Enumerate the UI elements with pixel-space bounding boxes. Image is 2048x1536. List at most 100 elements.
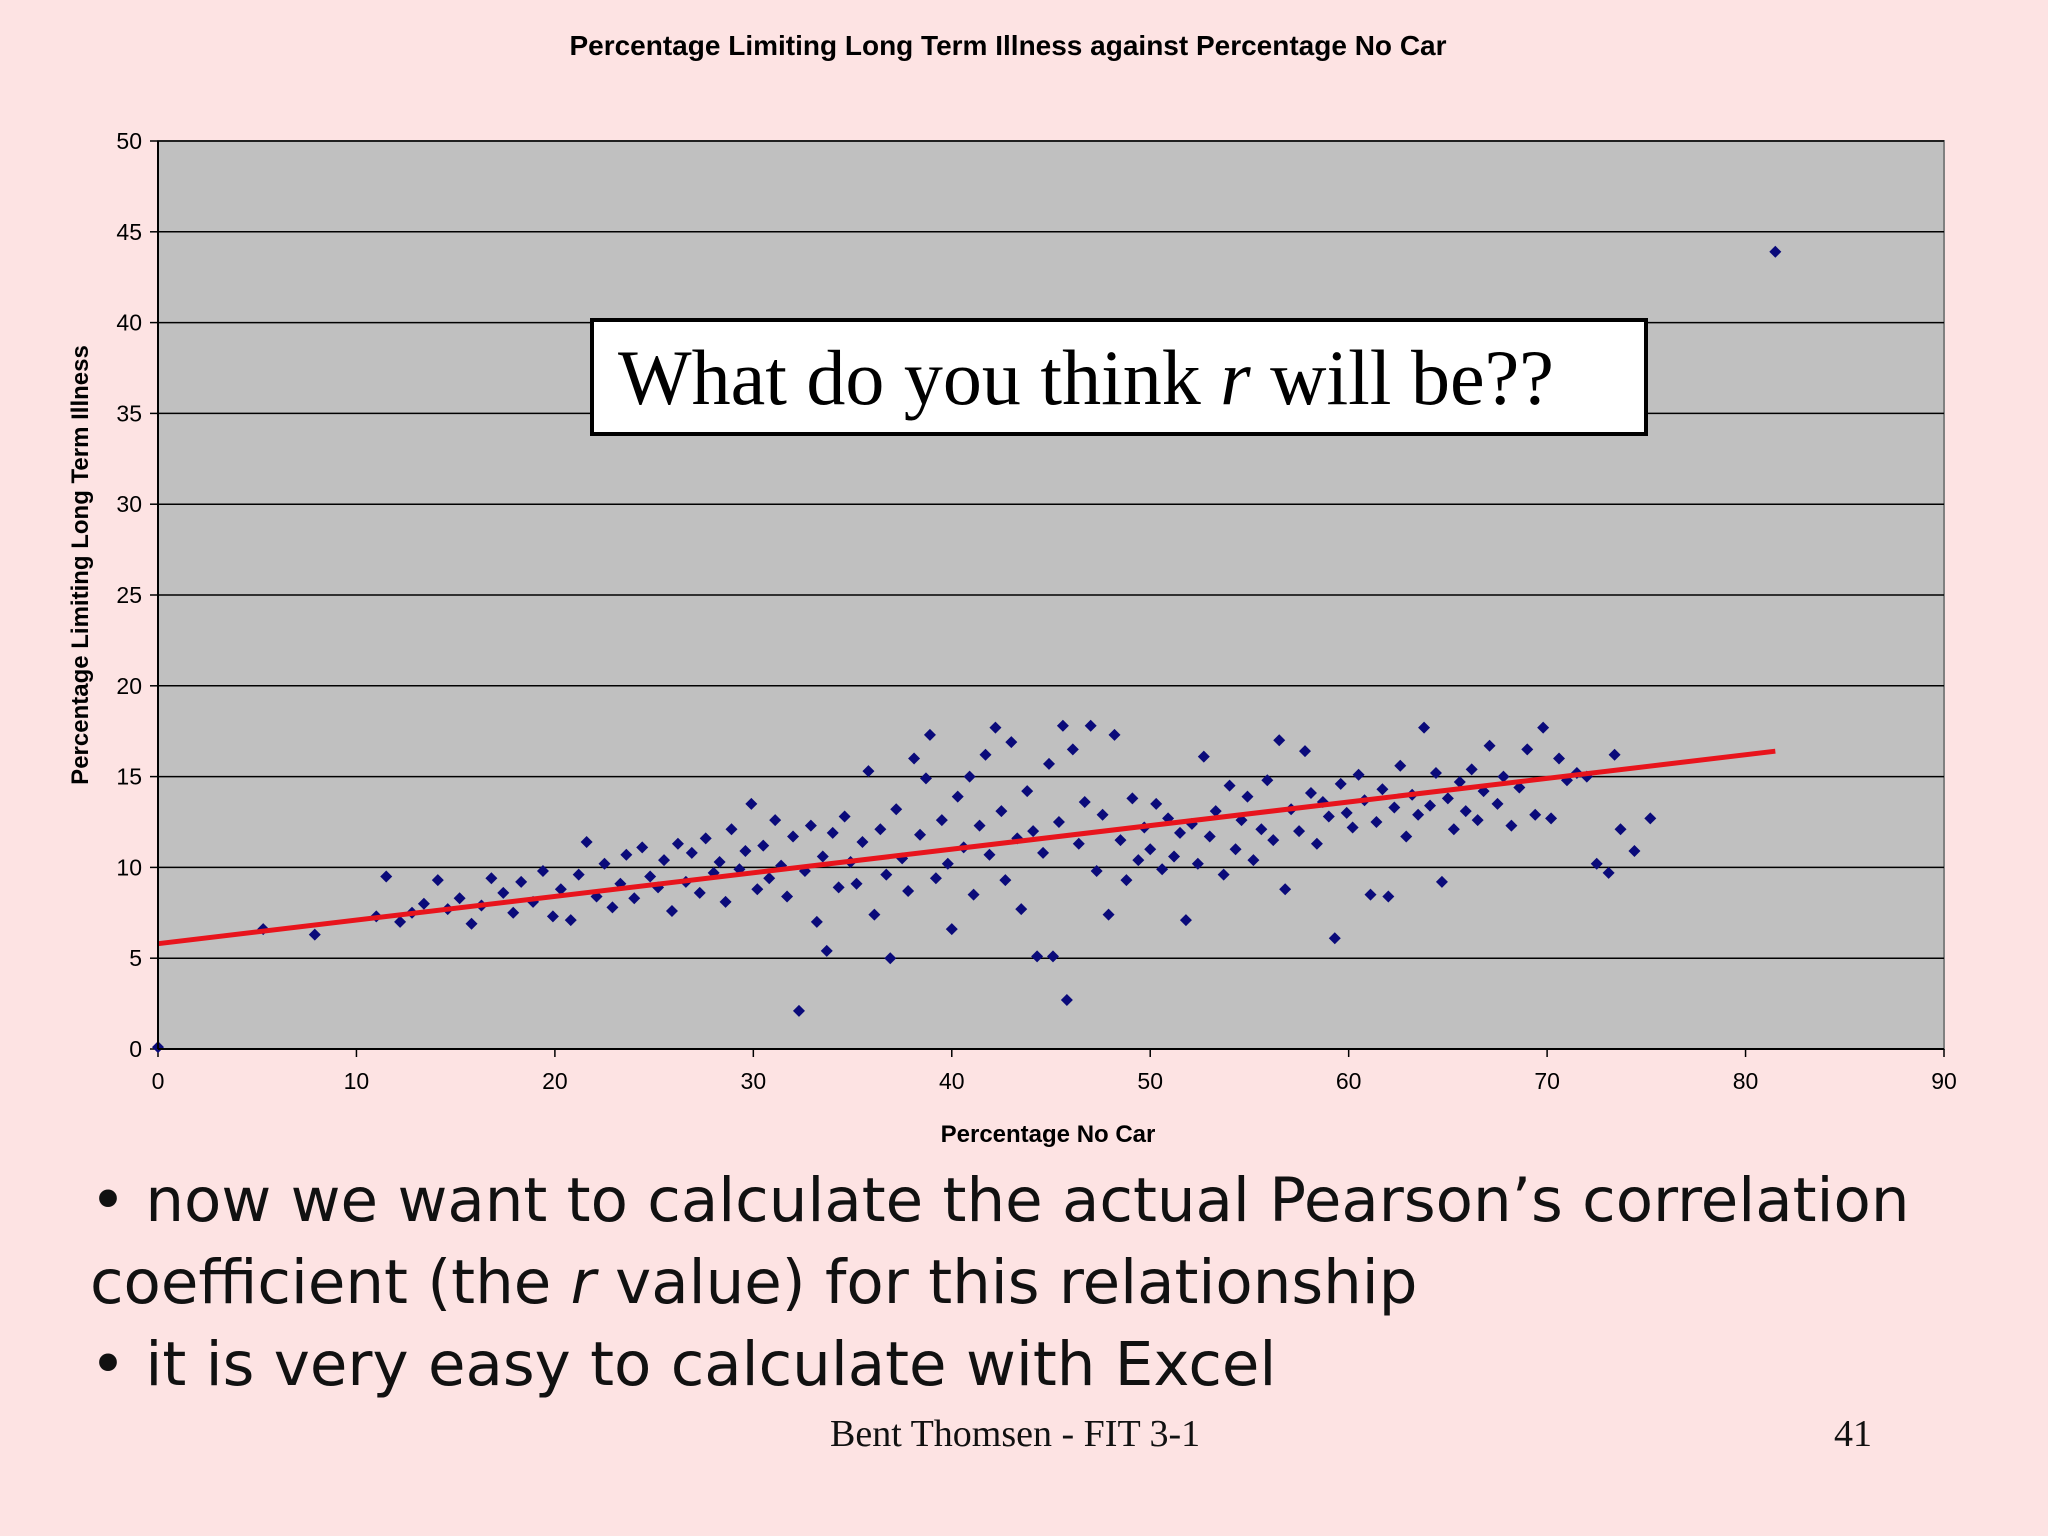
data-point <box>1217 868 1230 881</box>
data-point <box>1299 745 1312 758</box>
data-point <box>465 917 478 930</box>
y-tick-label: 15 <box>116 764 142 790</box>
data-point <box>1191 857 1204 870</box>
data-point <box>884 952 897 965</box>
y-tick-label: 20 <box>116 673 142 699</box>
x-tick-label: 20 <box>542 1068 568 1094</box>
data-point <box>658 854 671 867</box>
data-point <box>1441 792 1454 805</box>
x-tick-label: 40 <box>939 1068 965 1094</box>
data-point <box>1346 821 1359 834</box>
x-tick-label: 50 <box>1137 1068 1163 1094</box>
data-point <box>1459 805 1472 818</box>
data-point <box>979 748 992 761</box>
data-point <box>804 819 817 832</box>
data-point <box>945 923 958 936</box>
data-point <box>308 928 321 941</box>
x-axis-label: Percentage No Car <box>941 1121 1156 1148</box>
data-point <box>699 832 712 845</box>
x-tick-label: 30 <box>741 1068 767 1094</box>
data-point <box>1144 843 1157 856</box>
data-point <box>507 906 520 919</box>
data-point <box>919 772 932 785</box>
data-point <box>1388 801 1401 814</box>
data-point <box>1132 854 1145 867</box>
data-point <box>1084 719 1097 732</box>
data-point <box>1340 806 1353 819</box>
data-point <box>1376 783 1389 796</box>
data-point <box>951 790 964 803</box>
data-point <box>1293 825 1306 838</box>
data-point <box>546 910 559 923</box>
data-point <box>1521 743 1534 756</box>
data-point <box>935 814 948 827</box>
data-point <box>929 872 942 885</box>
data-point <box>832 881 845 894</box>
data-point <box>644 870 657 883</box>
data-point <box>973 819 986 832</box>
data-point <box>685 846 698 859</box>
data-point <box>671 837 684 850</box>
data-point <box>1241 790 1254 803</box>
data-point <box>1424 799 1437 812</box>
data-point <box>1537 721 1550 734</box>
data-point <box>1370 816 1383 828</box>
data-point <box>995 805 1008 818</box>
data-point <box>820 944 833 957</box>
data-point <box>665 904 678 917</box>
data-point <box>874 823 887 836</box>
data-point <box>1364 888 1377 901</box>
data-point <box>1096 808 1109 821</box>
y-axis-label: Percentage Limiting Long Term Illness <box>67 345 94 785</box>
y-tick-label: 5 <box>129 945 142 971</box>
y-tick-label: 35 <box>116 400 142 426</box>
data-point <box>1031 950 1044 963</box>
data-point <box>941 857 954 870</box>
data-point <box>1043 757 1056 770</box>
data-point <box>1644 812 1657 825</box>
data-point <box>1310 837 1323 850</box>
data-point <box>1491 797 1504 810</box>
bullet-item-1-continued: coefficient (the r value) for this relat… <box>90 1242 1990 1324</box>
bullet-text-suffix: value) for this relationship <box>595 1247 1418 1318</box>
y-tick-label: 25 <box>116 582 142 608</box>
data-point <box>1056 719 1069 732</box>
data-point <box>693 886 706 899</box>
scatter-chart: Percentage Limiting Long Term Illness ag… <box>67 30 1957 1148</box>
data-point <box>1229 843 1242 856</box>
data-point <box>725 823 738 836</box>
data-point <box>1209 805 1222 818</box>
data-point <box>1590 857 1603 870</box>
data-point <box>1037 846 1050 859</box>
data-point <box>963 770 976 783</box>
data-point <box>1255 823 1268 836</box>
data-point <box>902 885 915 898</box>
data-point <box>1102 908 1115 921</box>
data-point <box>485 872 498 885</box>
bullet-text-prefix: coefficient (the <box>90 1247 571 1318</box>
data-point <box>923 728 936 741</box>
data-point <box>890 803 903 816</box>
data-point <box>1382 890 1395 903</box>
data-point <box>1429 766 1442 779</box>
bullet-item-1: • now we want to calculate the actual Pe… <box>90 1165 1910 1236</box>
data-point <box>1602 866 1615 879</box>
data-point <box>1267 834 1280 847</box>
data-point <box>1052 816 1065 828</box>
data-point <box>1072 837 1085 850</box>
data-point <box>739 845 752 858</box>
data-point <box>1545 812 1558 825</box>
data-point <box>1483 739 1496 752</box>
data-point <box>497 886 510 899</box>
data-point <box>1322 810 1335 823</box>
data-point <box>417 897 430 910</box>
x-tick-label: 90 <box>1931 1068 1957 1094</box>
data-point <box>908 752 921 765</box>
data-point <box>1273 734 1286 747</box>
x-tick-label: 70 <box>1534 1068 1560 1094</box>
data-point <box>1328 932 1341 945</box>
data-point <box>1126 792 1139 805</box>
data-point <box>713 855 726 868</box>
data-point <box>1203 830 1216 843</box>
data-point <box>1090 865 1103 878</box>
